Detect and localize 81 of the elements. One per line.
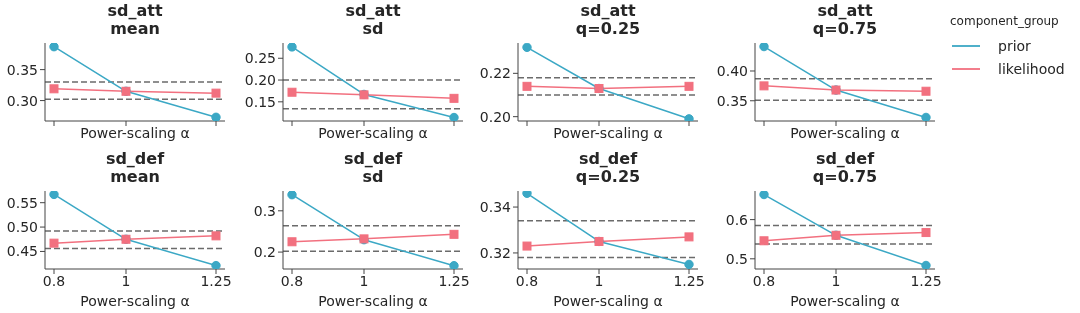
- chart-title: sd_def q=0.75: [811, 149, 879, 186]
- point: [684, 232, 694, 242]
- chart-title: sd_def sd: [342, 149, 404, 186]
- y-tick-label: 0.45: [6, 243, 38, 260]
- point: [49, 43, 59, 52]
- point: [287, 237, 297, 247]
- point: [759, 236, 769, 246]
- x-tick-label: 1.25: [438, 272, 470, 289]
- x-axis-title: Power-scaling α: [80, 293, 190, 309]
- x-tick-label: 1.25: [673, 272, 705, 289]
- x-tick-label: 1: [359, 272, 369, 289]
- y-tick-label: 0.32: [479, 244, 511, 261]
- point: [684, 259, 694, 269]
- y-tick-label: 0.22: [479, 65, 511, 82]
- x-tick-label: 1.25: [200, 272, 232, 289]
- chart-title: sd_def q=0.25: [574, 149, 642, 186]
- point: [759, 81, 769, 91]
- y-tick-label: 0.6: [725, 211, 749, 228]
- point: [759, 43, 769, 52]
- x-tick-label: 1.25: [910, 272, 942, 289]
- point: [287, 87, 297, 97]
- point: [921, 260, 931, 269]
- x-tick-label: 1: [121, 272, 131, 289]
- point: [522, 191, 532, 198]
- y-tick-label: 0.20: [479, 108, 511, 125]
- point: [211, 112, 221, 121]
- point: [287, 191, 297, 200]
- point: [287, 43, 297, 52]
- point: [522, 43, 532, 53]
- y-tick-label: 0.30: [6, 92, 38, 109]
- point: [211, 88, 221, 98]
- x-axis-title: Power-scaling α: [553, 293, 663, 309]
- point: [684, 81, 694, 91]
- point: [921, 228, 931, 238]
- point: [921, 86, 931, 96]
- point: [49, 191, 59, 200]
- point: [49, 238, 59, 248]
- legend-label: prior: [998, 37, 1031, 54]
- chart-title: sd_att q=0.25: [574, 1, 642, 38]
- y-tick-label: 0.5: [725, 250, 748, 267]
- y-tick-label: 0.20: [244, 72, 276, 89]
- point: [211, 231, 221, 241]
- x-tick-label: 0.8: [752, 272, 776, 289]
- x-tick-label: 0.8: [515, 272, 539, 289]
- chart-title: sd_att mean: [106, 1, 164, 38]
- point: [449, 261, 459, 269]
- point: [211, 260, 221, 269]
- y-tick-label: 0.25: [244, 50, 276, 67]
- y-tick-label: 0.35: [716, 92, 748, 109]
- x-axis-title: Power-scaling α: [80, 125, 190, 141]
- point: [449, 93, 459, 103]
- x-tick-label: 0.8: [42, 272, 66, 289]
- x-tick-label: 1: [831, 272, 841, 289]
- y-tick-label: 0.35: [6, 61, 38, 78]
- legend-label: likelihood: [998, 60, 1065, 77]
- point: [921, 112, 931, 121]
- point: [684, 114, 694, 121]
- point: [449, 112, 459, 121]
- point: [449, 229, 459, 239]
- point: [49, 84, 59, 94]
- x-axis-title: Power-scaling α: [553, 125, 663, 141]
- x-axis-title: Power-scaling α: [318, 125, 428, 141]
- x-tick-label: 1: [594, 272, 604, 289]
- legend-title: component_group: [950, 14, 1060, 28]
- chart-title: sd_att sd: [344, 1, 402, 38]
- point: [522, 241, 532, 251]
- chart-title: sd_def mean: [104, 149, 166, 186]
- x-axis-title: Power-scaling α: [790, 293, 900, 309]
- y-tick-label: 0.15: [244, 93, 276, 110]
- y-tick-label: 0.40: [716, 62, 748, 79]
- y-tick-label: 0.2: [253, 244, 276, 261]
- point: [759, 191, 769, 200]
- point: [522, 81, 532, 91]
- chart-title: sd_att q=0.75: [811, 1, 879, 38]
- y-tick-label: 0.3: [253, 202, 276, 219]
- x-axis-title: Power-scaling α: [318, 293, 428, 309]
- x-axis-title: Power-scaling α: [790, 125, 900, 141]
- y-tick-label: 0.34: [479, 199, 512, 216]
- y-tick-label: 0.50: [6, 219, 38, 236]
- x-tick-label: 0.8: [280, 272, 304, 289]
- y-tick-label: 0.55: [6, 194, 38, 211]
